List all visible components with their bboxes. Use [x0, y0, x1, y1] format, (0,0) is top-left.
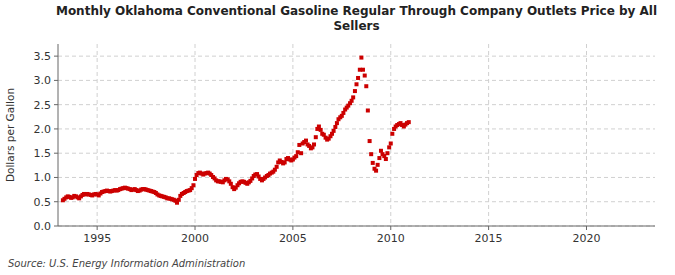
- grid-line: [58, 80, 655, 81]
- y-axis-label: Dollars per Gallon: [4, 88, 16, 182]
- tick-mark: [54, 153, 58, 154]
- tick-mark: [488, 226, 489, 230]
- grid-line: [292, 44, 293, 226]
- tick-label: 2015: [475, 232, 503, 245]
- grid-line: [58, 153, 655, 154]
- tick-label: 2020: [572, 232, 600, 245]
- point: [193, 177, 197, 181]
- axes: 0.0 0.5 1.0 1.5 2.0 2.5 3.0 3.5 1995 2000 2005 2010…: [34, 44, 656, 245]
- point: [384, 157, 388, 161]
- point: [355, 82, 359, 86]
- point: [368, 139, 372, 143]
- chart: Monthly Oklahoma Conventional Gasoline R…: [0, 0, 675, 275]
- point: [407, 120, 411, 124]
- tick-label: 3.0: [34, 74, 52, 87]
- point: [332, 129, 336, 133]
- tick-mark: [54, 201, 58, 202]
- grid: [58, 44, 655, 226]
- tick-label: 2000: [181, 232, 209, 245]
- tick-label: 2.5: [34, 99, 52, 112]
- tick-mark: [54, 104, 58, 105]
- tick-label: 2010: [377, 232, 405, 245]
- point: [371, 161, 375, 165]
- tick-mark: [54, 177, 58, 178]
- annotation: Source: U.S. Energy Information Administ…: [8, 258, 245, 269]
- point: [385, 151, 389, 155]
- point: [377, 156, 381, 160]
- tick-mark: [54, 226, 58, 227]
- point: [191, 183, 195, 187]
- title-line: Monthly Oklahoma Conventional Gasoline R…: [56, 4, 657, 18]
- tick-mark: [586, 226, 587, 230]
- point: [333, 125, 337, 129]
- grid-line: [58, 104, 655, 105]
- point: [319, 128, 323, 132]
- grid-line: [58, 128, 655, 129]
- tick-mark: [54, 128, 58, 129]
- title-line: Sellers: [333, 19, 379, 33]
- point: [304, 139, 308, 143]
- tick-mark: [54, 80, 58, 81]
- point: [387, 145, 391, 149]
- tick-mark: [195, 226, 196, 230]
- point: [390, 132, 394, 136]
- tick-mark: [54, 56, 58, 57]
- point: [369, 152, 373, 156]
- point: [364, 84, 368, 88]
- point: [366, 108, 370, 112]
- point: [275, 165, 279, 169]
- tick-mark: [97, 226, 98, 230]
- tick-mark: [390, 226, 391, 230]
- point: [389, 141, 393, 145]
- point: [363, 74, 367, 78]
- tick-label: 1.0: [34, 171, 52, 184]
- point: [361, 68, 365, 72]
- point: [312, 142, 316, 146]
- point: [359, 56, 363, 60]
- point: [294, 154, 298, 158]
- point: [177, 198, 181, 202]
- grid-line: [58, 177, 655, 178]
- point: [376, 163, 380, 167]
- point: [351, 95, 355, 99]
- title: Monthly Oklahoma Conventional Gasoline R…: [56, 4, 657, 33]
- tick-label: 2005: [279, 232, 307, 245]
- grid-line: [586, 44, 587, 226]
- tick-label: 0.0: [34, 220, 52, 233]
- tick-label: 2.0: [34, 123, 52, 136]
- tick-label: 1.5: [34, 147, 52, 160]
- tick-label: 0.5: [34, 196, 52, 209]
- point: [314, 135, 318, 139]
- tick-label: 3.5: [34, 50, 52, 63]
- grid-line: [58, 226, 655, 227]
- grid-line: [488, 44, 489, 226]
- grid-line: [195, 44, 196, 226]
- point: [374, 169, 378, 173]
- y-axis-line: [58, 44, 59, 226]
- point: [356, 76, 360, 80]
- point: [335, 121, 339, 125]
- grid-line: [58, 201, 655, 202]
- x-axis-line: [58, 226, 655, 227]
- tick-label: 1995: [83, 232, 111, 245]
- point: [353, 89, 357, 93]
- tick-mark: [292, 226, 293, 230]
- point: [299, 151, 303, 155]
- points: [61, 56, 411, 205]
- grid-line: [58, 56, 655, 57]
- grid-line: [97, 44, 98, 226]
